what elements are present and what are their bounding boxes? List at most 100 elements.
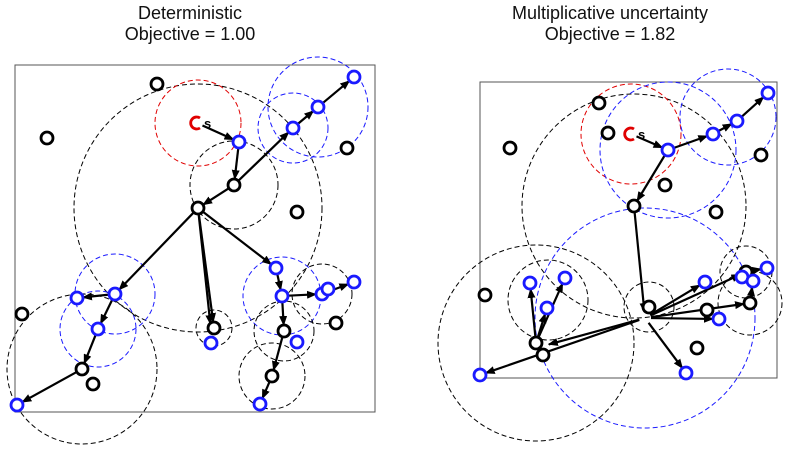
relay-node xyxy=(641,299,657,315)
coverage-circle xyxy=(291,263,353,325)
terminal-node xyxy=(711,311,727,327)
relay-node xyxy=(226,177,242,193)
edge-arrow xyxy=(237,131,290,182)
edge-arrow xyxy=(83,334,97,365)
terminal-node xyxy=(760,85,776,101)
edge-arrow xyxy=(649,284,701,316)
relay-node xyxy=(689,340,705,356)
relay-node xyxy=(528,335,544,351)
terminal-node xyxy=(274,288,290,304)
relay-node xyxy=(626,198,642,214)
relay-node xyxy=(535,347,551,363)
terminal-node xyxy=(107,286,123,302)
relay-node xyxy=(477,287,493,303)
edge-arrow xyxy=(202,124,235,141)
relay-node xyxy=(708,204,724,220)
edge-arrow xyxy=(650,301,746,319)
left-panel-heading: Deterministic xyxy=(137,3,243,23)
coverage-circle xyxy=(534,207,756,429)
plot-frame xyxy=(479,81,778,379)
relay-node xyxy=(74,361,90,377)
edge-arrow xyxy=(547,318,640,346)
coverage-circle xyxy=(59,290,137,368)
edge-arrow xyxy=(717,122,733,133)
relay-node xyxy=(39,130,55,146)
coverage-circle xyxy=(580,83,682,185)
coverage-circle xyxy=(717,270,783,336)
edge-arrow xyxy=(636,154,666,202)
source-node xyxy=(189,115,201,131)
terminal-node xyxy=(472,367,488,383)
relay-node xyxy=(591,95,607,111)
edge-arrow xyxy=(81,292,110,301)
coverage-circle xyxy=(599,81,737,219)
left-panel-title: Deterministic Objective = 1.00 xyxy=(20,3,360,45)
right-panel-title: Multiplicative uncertainty Objective = 1… xyxy=(440,3,780,45)
edge-arrow xyxy=(202,187,230,206)
terminal-node xyxy=(252,396,268,412)
edge-arrow xyxy=(202,210,273,266)
right-panel-heading: Multiplicative uncertainty xyxy=(511,3,709,23)
source-label: s xyxy=(204,116,211,131)
terminal-node xyxy=(678,365,694,381)
relay-node xyxy=(14,306,30,322)
terminal-node xyxy=(320,281,336,297)
coverage-circle xyxy=(623,281,675,333)
edge-arrow xyxy=(527,287,537,338)
right-panel-objective: Objective = 1.82 xyxy=(544,24,676,44)
terminal-node xyxy=(745,273,761,289)
edge-arrow xyxy=(484,318,640,375)
terminal-node xyxy=(285,120,301,136)
edge-arrow xyxy=(321,79,351,105)
source-node xyxy=(623,126,635,142)
terminal-node xyxy=(557,270,573,286)
coverage-circle xyxy=(238,342,306,410)
relay-node xyxy=(753,147,769,163)
edge-arrow xyxy=(633,211,648,314)
edge-arrow xyxy=(636,135,664,149)
edge-arrow xyxy=(296,110,315,125)
edge-arrow xyxy=(272,336,284,372)
edge-arrow xyxy=(287,290,318,299)
terminal-node xyxy=(539,300,555,316)
relay-node xyxy=(328,315,344,331)
relay-node xyxy=(600,125,616,141)
edge-arrow xyxy=(197,213,214,326)
coverage-circle xyxy=(521,93,747,319)
relay-node xyxy=(264,368,280,384)
terminal-node xyxy=(231,134,247,150)
relay-node xyxy=(149,76,165,92)
coverage-circle xyxy=(253,300,315,362)
source-label: s xyxy=(638,127,645,142)
terminal-node xyxy=(310,99,326,115)
coverage-circle xyxy=(154,79,242,167)
edge-arrow xyxy=(536,312,547,338)
coverage-circle xyxy=(267,56,369,158)
terminal-node xyxy=(729,113,745,129)
terminal-node xyxy=(69,290,85,306)
edge-arrow xyxy=(21,370,78,404)
coverage-circle xyxy=(257,92,329,164)
edge-arrow xyxy=(747,285,755,298)
terminal-node xyxy=(660,142,676,158)
deterministic-panel: s xyxy=(6,56,376,445)
terminal-node xyxy=(289,334,305,350)
left-panel-objective: Objective = 1.00 xyxy=(124,24,256,44)
terminal-node xyxy=(9,397,25,413)
relay-node xyxy=(742,295,758,311)
relay-node xyxy=(85,376,101,392)
edge-arrow xyxy=(650,314,715,323)
coverage-circle xyxy=(437,244,635,442)
terminal-node xyxy=(346,69,362,85)
edge-arrow xyxy=(231,147,240,181)
coverage-circle xyxy=(507,259,589,341)
terminal-node xyxy=(90,321,106,337)
plot-frame xyxy=(14,64,376,413)
edge-arrow xyxy=(274,273,283,292)
terminal-node xyxy=(759,260,775,276)
edge-arrow xyxy=(740,96,765,118)
coverage-circle xyxy=(74,253,156,335)
edge-arrow xyxy=(673,134,709,150)
coverage-circle xyxy=(73,83,323,333)
relay-node xyxy=(657,177,673,193)
